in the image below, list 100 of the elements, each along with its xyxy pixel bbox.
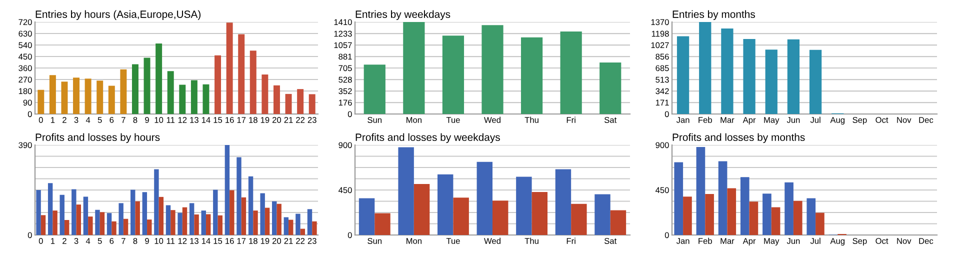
bar <box>414 184 430 235</box>
chart-title: Entries by weekdays <box>356 10 450 20</box>
x-tick-label: Sun <box>368 238 382 244</box>
bar <box>250 50 256 114</box>
x-tick-label: 5 <box>98 238 102 244</box>
x-tick-label: 12 <box>178 238 187 244</box>
y-tick-label: 0 <box>348 111 352 118</box>
bar <box>189 203 194 235</box>
x-tick-label: 19 <box>260 238 270 244</box>
y-tick-label: 881 <box>338 54 352 60</box>
y-tick-label: 450 <box>656 187 669 194</box>
x-tick-label: Sat <box>604 238 617 244</box>
x-tick-label: 18 <box>249 238 258 244</box>
x-tick-label: Thu <box>524 116 538 123</box>
bar <box>594 194 610 235</box>
bar <box>398 147 414 235</box>
x-tick-label: Apr <box>742 238 756 246</box>
x-tick-label: 2 <box>62 117 66 123</box>
bar <box>784 182 794 235</box>
x-tick-label: 23 <box>308 238 316 244</box>
x-tick-label: 7 <box>122 238 126 244</box>
bar <box>683 196 692 235</box>
bar <box>108 86 115 114</box>
bar <box>72 189 76 235</box>
x-tick-label: 8 <box>133 117 138 123</box>
x-tick-label: Dec <box>919 117 934 123</box>
bar <box>532 192 548 235</box>
x-tick-label: 11 <box>166 238 175 244</box>
bar <box>771 207 780 235</box>
bar <box>154 169 159 235</box>
x-tick-label: 16 <box>226 238 234 244</box>
bar <box>676 36 690 114</box>
x-tick-label: 0 <box>38 238 43 244</box>
x-tick-label: 15 <box>214 117 222 123</box>
bar <box>132 64 138 114</box>
bar <box>476 162 492 235</box>
x-tick-label: 6 <box>110 117 114 123</box>
x-tick-label: Sun <box>368 117 382 123</box>
y-tick-label: 90 <box>23 100 32 106</box>
bar <box>167 71 174 114</box>
x-tick-label: 12 <box>178 117 187 123</box>
bar <box>403 22 425 114</box>
x-tick-label: Nov <box>897 238 912 244</box>
bar <box>482 25 504 114</box>
bar <box>248 176 254 235</box>
bar <box>560 32 582 114</box>
y-tick-label: 171 <box>656 100 669 106</box>
bar <box>158 196 164 235</box>
bar <box>156 43 162 114</box>
x-tick-label: 4 <box>86 238 90 244</box>
bar <box>236 157 242 235</box>
x-tick-label: Oct <box>876 117 888 123</box>
bar <box>130 190 136 235</box>
x-tick-label: Wed <box>484 238 500 244</box>
bar <box>276 204 282 235</box>
bar <box>555 169 572 235</box>
x-tick-label: Jan <box>676 117 690 123</box>
x-tick-label: Wed <box>484 116 500 123</box>
y-tick-label: 630 <box>18 30 32 37</box>
bar <box>358 198 375 235</box>
bar <box>120 69 127 114</box>
y-tick-label: 360 <box>18 65 32 72</box>
bar <box>38 90 44 114</box>
bar <box>84 78 92 114</box>
y-tick-label: 685 <box>656 65 669 72</box>
bar <box>364 64 386 114</box>
x-tick-label: 21 <box>284 238 293 244</box>
bar <box>762 194 772 235</box>
x-tick-label: 5 <box>98 117 102 123</box>
x-tick-label: 3 <box>74 117 78 123</box>
x-tick-label: May <box>764 117 780 125</box>
bar <box>166 205 171 235</box>
bar <box>288 220 294 235</box>
y-tick-label: 1198 <box>652 30 669 37</box>
y-tick-label: 720 <box>18 19 32 26</box>
x-tick-label: 14 <box>202 238 210 244</box>
bar <box>224 145 230 235</box>
bar <box>438 174 454 235</box>
bar <box>806 198 816 235</box>
x-tick-label: 1 <box>51 117 55 123</box>
bar <box>264 208 270 235</box>
x-tick-label: Mon <box>406 117 422 123</box>
bar <box>142 192 148 235</box>
bar <box>230 190 234 235</box>
bar <box>213 190 218 235</box>
x-tick-label: Mon <box>406 238 422 244</box>
y-tick-label: 900 <box>338 142 352 148</box>
y-tick-label: 0 <box>664 111 669 118</box>
bar <box>743 39 756 114</box>
bar <box>262 74 268 114</box>
x-tick-label: Nov <box>897 117 912 123</box>
bar <box>194 214 199 235</box>
x-tick-label: Jan <box>676 238 690 244</box>
x-tick-label: 0 <box>38 117 43 123</box>
bar <box>273 85 280 114</box>
bar <box>308 94 316 114</box>
bar <box>727 188 736 235</box>
bar <box>453 198 469 235</box>
y-tick-label: 390 <box>18 142 32 148</box>
bar <box>36 190 41 235</box>
